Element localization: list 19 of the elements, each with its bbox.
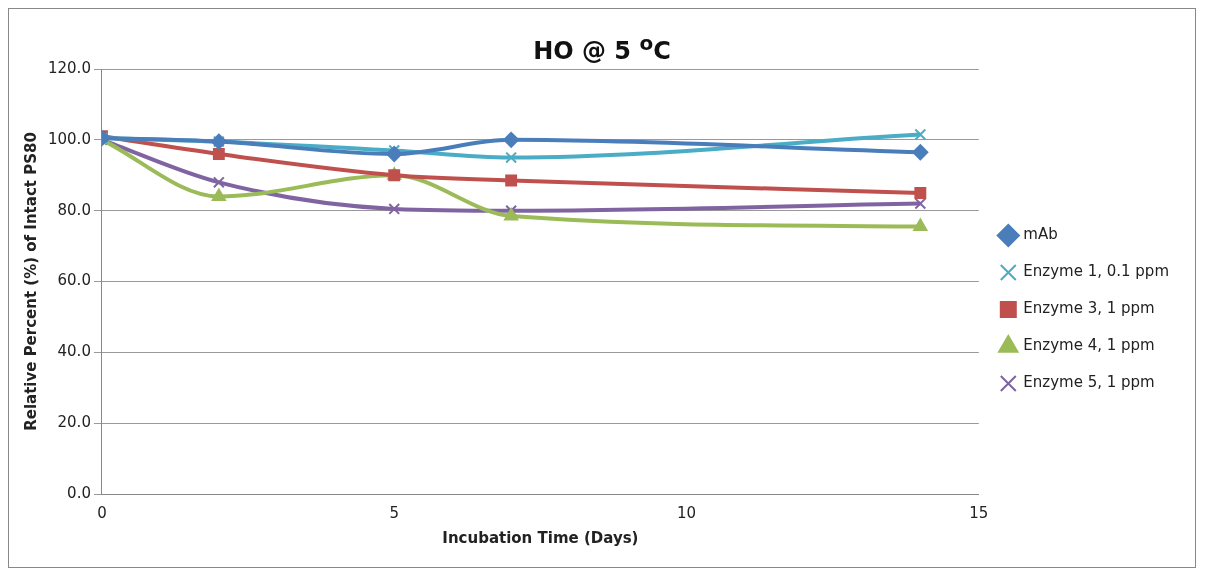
y-tick-label: 60.0 xyxy=(57,271,91,290)
x-tick-label: 5 xyxy=(389,503,399,522)
x-tick-label: 0 xyxy=(97,503,107,522)
x-axis-title: Incubation Time (Days) xyxy=(442,528,639,547)
y-tick-label: 120.0 xyxy=(47,58,91,77)
y-tick-label: 100.0 xyxy=(47,129,91,148)
x-tick-label: 15 xyxy=(969,503,989,522)
legend-label: Enzyme 1, 0.1 ppm xyxy=(1023,262,1169,281)
y-tick-label: 80.0 xyxy=(57,200,91,219)
y-tick-label: 0.0 xyxy=(67,483,91,502)
legend-label: Enzyme 5, 1 ppm xyxy=(1023,373,1155,392)
legend-label: Enzyme 3, 1 ppm xyxy=(1023,299,1155,318)
legend-label: mAb xyxy=(1023,225,1058,244)
chart-title: HO @ 5 $^{o}$C xyxy=(532,30,672,65)
y-tick-label: 40.0 xyxy=(57,342,91,361)
y-axis-title: Relative Percent (%) of Intact PS80 xyxy=(21,132,40,431)
legend-label: Enzyme 4, 1 ppm xyxy=(1023,336,1155,355)
y-tick-label: 20.0 xyxy=(57,413,91,432)
x-tick-label: 10 xyxy=(676,503,697,522)
